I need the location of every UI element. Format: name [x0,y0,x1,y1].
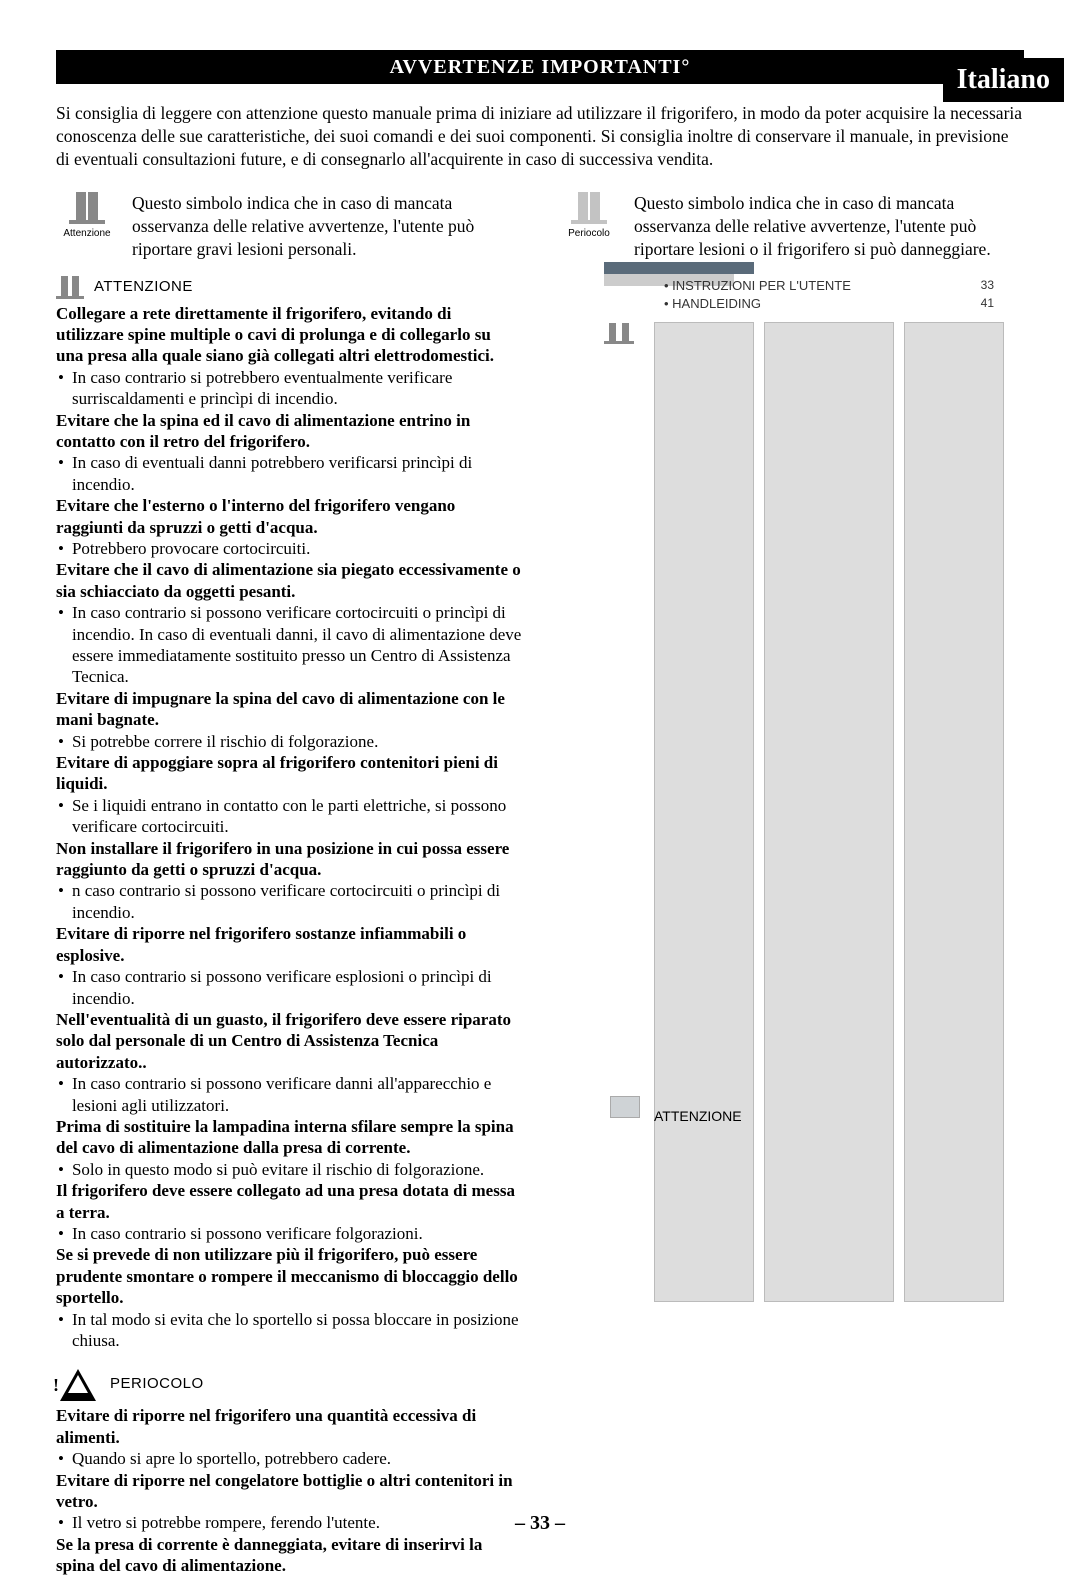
warning-detail: •In tal modo si evita che lo sportello s… [56,1309,522,1352]
warning-heading: Se si prevede di non utilizzare più il f… [56,1244,522,1308]
page-number: – 33 – [0,1512,1080,1535]
warning-detail: •Solo in questo modo si può evitare il r… [56,1159,522,1180]
ghost-num-2: 41 [981,296,994,310]
warning-heading: Evitare che la spina ed il cavo di alime… [56,410,522,453]
warning-heading: Evitare di riporre nel frigorifero sosta… [56,923,522,966]
ghost-attenzione: ATTENZIONE [654,1108,742,1124]
warning-heading: Evitare che l'esterno o l'interno del fr… [56,495,522,538]
attenzione-section-header: ATTENZIONE [56,275,522,299]
warning-detail: •In caso contrario si potrebbero eventua… [56,367,522,410]
warning-heading: Nell'eventualità di un guasto, il frigor… [56,1009,522,1073]
warning-detail: •In caso contrario si possono verificare… [56,1223,522,1244]
warning-heading: Prima di sostituire la lampadina interna… [56,1116,522,1159]
warning-detail: •In caso di eventuali danni potrebbero v… [56,452,522,495]
warning-detail: •Si potrebbe correre il rischio di folgo… [56,731,522,752]
warning-detail: •Se i liquidi entrano in contatto con le… [56,795,522,838]
pericolo-symbol-text: Questo simbolo indica che in caso di man… [634,192,1024,260]
right-column: Periocolo Questo simbolo indica che in c… [558,192,1024,1576]
warning-heading: Evitare che il cavo di alimentazione sia… [56,559,522,602]
pericolo-section-header: ! PERIOCOLO [56,1365,522,1401]
dangers-list: Evitare di riporre nel frigorifero una q… [56,1405,522,1576]
attenzione-icon-label: Attenzione [63,228,110,239]
ghost-num-1: 33 [981,278,994,292]
warning-heading: Collegare a rete direttamente il frigori… [56,303,522,367]
attenzione-symbol-text: Questo simbolo indica che in caso di man… [132,192,522,260]
banner-title: AVVERTENZE IMPORTANTI° [56,50,1024,84]
ghost-line-1: • INSTRUZIONI PER L'UTENTE [664,278,851,293]
warning-detail: •In caso contrario si possono verificare… [56,966,522,1009]
pericolo-label: PERIOCOLO [110,1375,204,1392]
triangle-warning-icon: ! [56,1365,100,1401]
warning-heading: Evitare di impugnare la spina del cavo d… [56,688,522,731]
attenzione-label: ATTENZIONE [94,278,193,295]
bars-icon [56,275,84,299]
attenzione-icon: Attenzione [56,192,118,260]
warning-heading: Non installare il frigorifero in una pos… [56,838,522,881]
warning-heading: Evitare di riporre nel congelatore botti… [56,1470,522,1513]
warnings-list: Collegare a rete direttamente il frigori… [56,303,522,1352]
warning-heading: Evitare di riporre nel frigorifero una q… [56,1405,522,1448]
warning-detail: •In caso contrario si possono verificare… [56,602,522,688]
warning-heading: Il frigorifero deve essere collegato ad … [56,1180,522,1223]
pericolo-icon-label: Periocolo [568,228,610,239]
pericolo-icon: Periocolo [558,192,620,260]
warning-heading: Evitare di appoggiare sopra al frigorife… [56,752,522,795]
warning-detail: •Potrebbero provocare cortocircuiti. [56,538,522,559]
warning-detail: •Quando si apre lo sportello, potrebbero… [56,1448,522,1469]
warning-detail: •n caso contrario si possono verificare … [56,880,522,923]
overlapped-page-ghost: • INSTRUZIONI PER L'UTENTE 33 • HANDLEID… [604,262,1044,1322]
ghost-line-2: • HANDLEIDING [664,296,761,311]
left-column: Attenzione Questo simbolo indica che in … [56,192,522,1576]
warning-heading: Se la presa di corrente è danneggiata, e… [56,1534,522,1577]
intro-paragraph: Si consiglia di leggere con attenzione q… [56,102,1024,170]
warning-detail: •In caso contrario si possono verificare… [56,1073,522,1116]
language-tag: Italiano [943,58,1064,102]
